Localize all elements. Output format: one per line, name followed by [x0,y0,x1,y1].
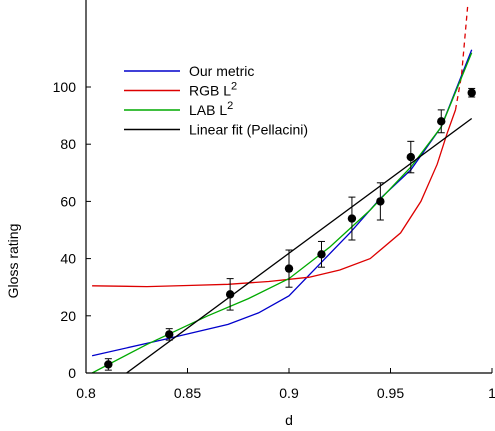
data-point [317,250,326,259]
data-point [437,117,446,126]
series-line-3 [91,52,473,373]
legend-label: LAB L2 [189,100,233,118]
data-point [347,214,357,223]
data-point [104,360,113,369]
legend-label: RGB L2 [189,81,237,99]
x-axis-label: d [285,412,293,428]
y-tick-label: 60 [60,193,76,209]
y-tick-label: 40 [60,251,76,267]
x-tick-label: 0.95 [377,385,404,401]
series-line-1 [92,109,457,288]
y-tick-label: 0 [68,365,76,381]
x-tick-label: 0.8 [76,385,96,401]
axes [85,0,492,374]
ticks: 0.8 0.85 0.9 0.95 1 0 20 40 60 80 100 [53,79,495,401]
series-line-4 [126,117,473,373]
data-point [225,290,235,299]
y-axis-label: Gloss rating [5,224,21,299]
plot-lines [91,6,473,373]
x-tick-label: 0.85 [174,385,201,401]
data-point [406,152,415,162]
legend-label: Our metric [189,63,254,79]
series-line-2 [454,6,469,111]
data-point [284,264,294,273]
y-tick-label: 20 [60,308,76,324]
y-tick-label: 80 [60,136,76,152]
legend-label: Linear fit (Pellacini) [189,122,308,138]
series-line-0 [91,49,473,357]
plot-points [104,87,476,371]
data-point [467,88,476,97]
y-tick-label: 100 [53,79,77,95]
data-point [165,330,174,339]
x-tick-label: 1 [488,385,495,401]
x-tick-label: 0.9 [279,385,299,401]
data-point [376,197,385,206]
